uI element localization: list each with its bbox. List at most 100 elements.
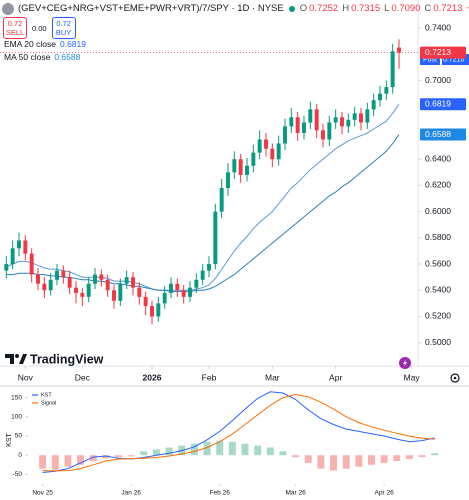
brand-logo xyxy=(5,354,27,364)
last-price-text: 0.7213 xyxy=(425,47,451,57)
x-tick-label: Feb 26 xyxy=(210,490,231,497)
candle-body xyxy=(346,119,351,127)
histogram-bar xyxy=(165,447,173,456)
post-tag: Post xyxy=(423,56,437,63)
histogram-bar xyxy=(152,449,160,456)
candle-body xyxy=(150,306,154,317)
candle-body xyxy=(36,274,40,284)
indicator-row[interactable]: EMA 20 close 0.6819 xyxy=(4,39,86,49)
candle-body xyxy=(340,117,344,127)
candle-body xyxy=(169,283,173,293)
sell-button[interactable]: 0.72 SELL xyxy=(3,17,27,39)
y-tick-label: 50 xyxy=(15,433,23,440)
candle-body xyxy=(264,139,268,149)
indicator-value: 0.6819 xyxy=(59,39,86,49)
post-box xyxy=(442,54,469,66)
histogram-bar xyxy=(393,455,401,461)
candle-body xyxy=(93,274,97,284)
ohlc-name: H xyxy=(342,3,350,14)
candle-body xyxy=(283,126,287,144)
histogram-bar xyxy=(140,451,148,456)
series-line xyxy=(42,393,435,472)
indicator-value: 0.6588 xyxy=(54,52,81,62)
candle-body xyxy=(245,165,249,175)
y-tick-label: 0 xyxy=(18,452,22,459)
market-status xyxy=(288,5,295,12)
x-tick-label: 2026 xyxy=(143,372,162,382)
histogram-bar xyxy=(115,455,123,458)
sell-label: SELL xyxy=(5,28,25,37)
ohlc-value: 0.7213 xyxy=(433,3,463,14)
candle-body xyxy=(352,113,357,120)
indicator-name: EMA 20 close xyxy=(4,39,56,49)
candle-body xyxy=(131,277,135,288)
candle-body xyxy=(295,117,300,133)
candle-body xyxy=(213,211,218,265)
candle-body xyxy=(162,292,167,304)
candle-body xyxy=(333,117,338,123)
candle-body xyxy=(29,253,34,275)
x-tick-label: Dec xyxy=(75,372,91,382)
histogram-bar xyxy=(292,455,300,458)
candle-body xyxy=(251,152,256,166)
alert-icon[interactable] xyxy=(399,357,411,369)
candle-body xyxy=(378,93,382,101)
legend-label: KST xyxy=(41,392,52,398)
histogram-bar xyxy=(39,455,47,469)
ohlc-value: 0.7315 xyxy=(351,3,381,14)
x-tick-label: Nov 25 xyxy=(32,490,53,497)
y-tick-label: 0.5800 xyxy=(425,232,451,242)
x-tick-label: Apr 26 xyxy=(375,490,395,497)
histogram-bar xyxy=(77,455,85,465)
x-tick-label: Nov xyxy=(18,372,34,382)
candle-body xyxy=(112,290,116,301)
post-text: 0.7210 xyxy=(443,56,465,63)
candle-body xyxy=(226,172,230,189)
y-tick-label: 0.6200 xyxy=(425,180,451,190)
candle-body xyxy=(238,159,243,175)
histogram-bar xyxy=(216,440,224,456)
histogram-bar xyxy=(304,455,312,463)
histogram-bar xyxy=(330,455,338,471)
symbol-title[interactable]: (GEV+CEG+NRG+VST+EME+PWR+VRT)/7/SPY · 1D… xyxy=(18,3,284,14)
candle-body xyxy=(74,287,78,293)
change-value: −0.0010 xyxy=(466,3,469,14)
histogram-bar xyxy=(190,443,198,456)
ohlc-name: L xyxy=(384,3,390,14)
candle-body xyxy=(61,270,66,278)
candle-body xyxy=(118,283,123,301)
histogram-bar xyxy=(342,455,350,469)
candle-body xyxy=(219,188,224,212)
histogram-bar xyxy=(355,455,363,467)
candle-body xyxy=(397,47,401,53)
indicator-price-box xyxy=(420,128,466,141)
histogram-bar xyxy=(203,441,211,456)
histogram-bar xyxy=(431,453,439,456)
histogram-bar xyxy=(89,455,97,461)
y-tick-label: 0.5400 xyxy=(425,285,451,295)
y-tick-label: 100 xyxy=(11,414,22,421)
trade-row: 0.72 SELL 0.00 0.72 BUY xyxy=(3,17,76,39)
candle-body xyxy=(194,279,199,288)
indicator-line xyxy=(6,104,400,291)
ohlc-value: 0.7252 xyxy=(309,3,339,14)
candle-body xyxy=(289,117,294,127)
candle-body xyxy=(188,287,192,297)
buy-button[interactable]: 0.72 BUY xyxy=(51,17,76,39)
histogram-bar xyxy=(418,455,426,458)
settings-icon[interactable] xyxy=(450,373,460,383)
post-tag-box xyxy=(420,54,440,66)
candle-body xyxy=(321,130,325,140)
x-tick-label: Jan 26 xyxy=(121,490,141,497)
buy-price: 0.72 xyxy=(56,19,71,28)
candle-body xyxy=(137,287,142,297)
candle-body xyxy=(10,248,15,265)
sell-price: 0.72 xyxy=(7,19,23,28)
indicator-price-text: 0.6819 xyxy=(425,99,451,109)
buy-label: BUY xyxy=(55,28,72,37)
indicator-row[interactable]: MA 50 close 0.6588 xyxy=(4,52,80,62)
candle-body xyxy=(200,270,205,280)
candle-body xyxy=(4,264,9,271)
y-tick-label: 0.7000 xyxy=(425,75,451,85)
